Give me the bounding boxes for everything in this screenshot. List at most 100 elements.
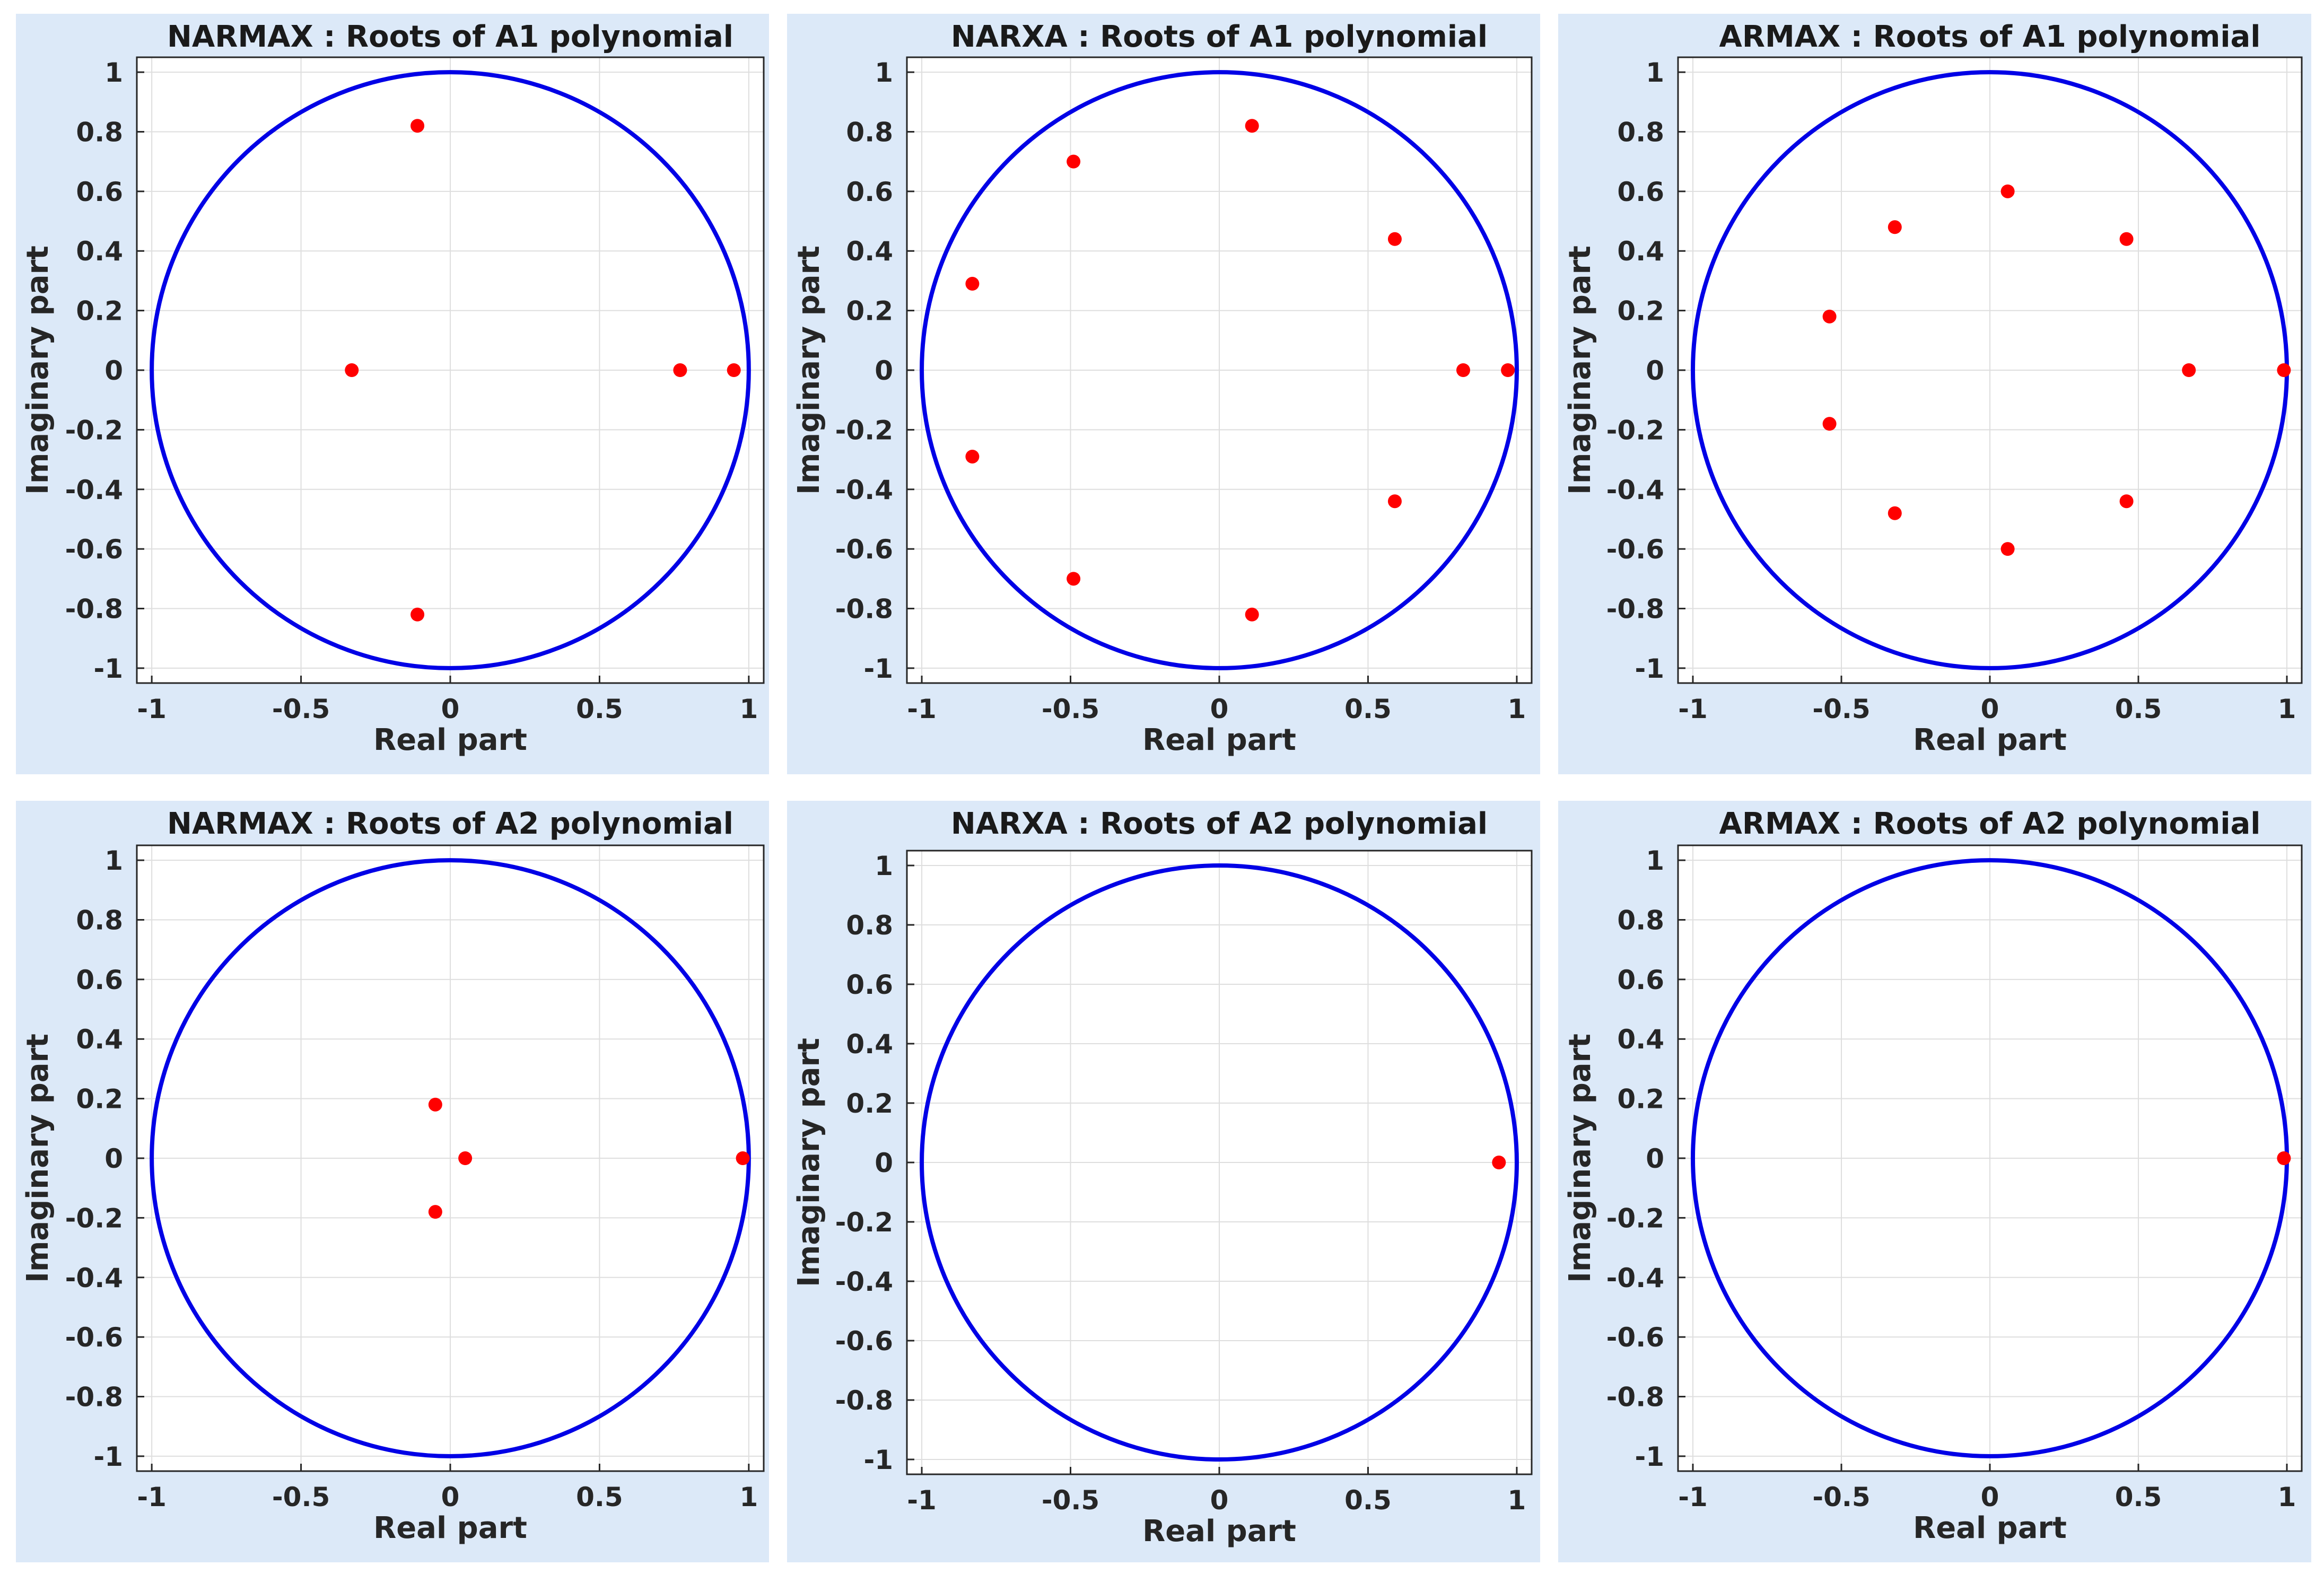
chart-svg: -1 -0.5 0 0.5 1 -1 -0.8 -0.6 -0.4 -0.2 0 0.2 0.4 0.6 0…: [792, 20, 1533, 757]
y-tick-label: -0.8: [1606, 594, 1664, 625]
y-tick-label: -1: [93, 653, 123, 684]
root-marker: [1822, 417, 1837, 431]
root-marker: [2119, 232, 2134, 246]
x-tick-label: -1: [907, 694, 937, 724]
y-tick-label: -0.6: [65, 1322, 123, 1353]
y-tick-label: -1: [1635, 1441, 1664, 1472]
chart-title: NARXA : Roots of A2 polynomial: [951, 807, 1488, 841]
y-tick-label: 0.2: [76, 1084, 123, 1115]
y-tick-label: -1: [863, 653, 893, 684]
y-tick-label: 0.8: [846, 117, 893, 147]
x-tick-label: 1: [739, 694, 758, 724]
y-tick-label: -0.8: [835, 1385, 893, 1416]
y-tick-label: -0.6: [1606, 534, 1664, 565]
chart-title: ARMAX : Roots of A2 polynomial: [1719, 807, 2260, 841]
y-tick-label: -0.2: [835, 415, 893, 445]
y-tick-label: 0: [1646, 355, 1664, 386]
y-tick-label: 0.6: [76, 965, 123, 995]
y-tick-label: 0.8: [1617, 905, 1664, 935]
y-axis-label: Imaginary part: [1563, 1034, 1597, 1283]
y-tick-label: -0.4: [1606, 1263, 1664, 1293]
root-marker: [2000, 184, 2015, 198]
y-tick-label: 0.2: [1617, 1084, 1664, 1115]
chart-title: NARXA : Roots of A1 polynomial: [951, 20, 1488, 54]
x-tick-label: 0.5: [2115, 1482, 2162, 1512]
x-tick-label: 1: [1508, 694, 1526, 724]
root-marker: [410, 607, 425, 622]
root-marker: [410, 119, 425, 133]
x-tick-label: 0: [441, 1482, 460, 1512]
x-tick-label: 0: [1981, 694, 1999, 724]
y-tick-label: 0.6: [1617, 177, 1664, 207]
y-tick-label: -0.4: [65, 475, 123, 505]
y-tick-label: 0: [1646, 1143, 1664, 1174]
root-marker: [2182, 363, 2196, 377]
root-marker: [1888, 506, 1902, 520]
y-tick-label: 1: [875, 57, 893, 88]
y-tick-label: 0.6: [1617, 965, 1664, 995]
y-tick-label: -1: [1635, 653, 1664, 684]
y-tick-label: 0.8: [846, 910, 893, 941]
x-tick-label: 0: [1981, 1482, 1999, 1512]
chart-panel: -1 -0.5 0 0.5 1 -1 -0.8 -0.6 -0.4 -0.2 0 0.2 0.4 0.6 0…: [1558, 801, 2311, 1562]
x-tick-label: 1: [2278, 694, 2296, 724]
x-axis-label: Real part: [373, 723, 527, 757]
x-tick-label: -0.5: [1812, 1482, 1870, 1512]
x-tick-label: -0.5: [1042, 694, 1099, 724]
y-tick-label: -0.8: [835, 594, 893, 625]
root-marker: [965, 277, 980, 291]
y-axis-label: Imaginary part: [792, 1038, 826, 1287]
root-marker: [2277, 363, 2291, 377]
y-tick-label: 0: [875, 355, 893, 386]
y-tick-label: 0.4: [846, 1029, 893, 1060]
y-tick-label: 0: [104, 1143, 123, 1174]
root-marker: [1067, 154, 1081, 169]
y-tick-label: 0.2: [846, 296, 893, 327]
chart-title: NARMAX : Roots of A1 polynomial: [167, 20, 733, 54]
y-tick-label: 0.6: [846, 177, 893, 207]
root-marker: [1492, 1156, 1506, 1169]
unit-circle: [150, 70, 751, 670]
chart-panel: -1 -0.5 0 0.5 1 -1 -0.8 -0.6 -0.4 -0.2 0 0.2 0.4 0.6 0…: [16, 801, 769, 1562]
x-tick-label: 0.5: [576, 1482, 623, 1512]
x-axis-label: Real part: [1142, 723, 1296, 757]
y-tick-label: -0.8: [65, 594, 123, 625]
root-marker: [1456, 363, 1470, 377]
y-axis-label: Imaginary part: [21, 246, 55, 495]
y-tick-label: -0.6: [1606, 1322, 1664, 1353]
x-tick-label: -1: [137, 1482, 167, 1512]
chart-panel: -1 -0.5 0 0.5 1 -1 -0.8 -0.6 -0.4 -0.2 0 0.2 0.4 0.6 0…: [787, 14, 1540, 774]
y-tick-label: 0.4: [76, 1024, 123, 1055]
root-marker: [727, 363, 741, 377]
root-marker: [1501, 363, 1515, 377]
x-axis-label: Real part: [1142, 1514, 1296, 1549]
y-tick-label: -0.8: [65, 1382, 123, 1413]
y-tick-label: -0.6: [835, 1326, 893, 1357]
y-tick-label: 0.8: [76, 117, 123, 147]
y-tick-label: 0.4: [1617, 236, 1664, 267]
x-tick-label: 0: [441, 694, 460, 724]
root-marker: [2277, 1151, 2291, 1165]
unit-circle: [920, 70, 1519, 670]
y-tick-label: -0.2: [65, 415, 123, 445]
root-marker: [1245, 607, 1259, 622]
root-marker: [965, 449, 980, 464]
unit-circle: [920, 863, 1519, 1462]
root-marker: [428, 1097, 442, 1112]
root-marker: [1888, 220, 1902, 234]
y-tick-label: -0.4: [65, 1263, 123, 1293]
root-marker: [673, 363, 687, 377]
x-axis-label: Real part: [373, 1511, 527, 1545]
x-tick-label: -1: [907, 1485, 937, 1516]
y-tick-label: 1: [1646, 57, 1664, 88]
y-tick-label: 0.2: [846, 1088, 893, 1119]
y-tick-label: 1: [1646, 845, 1664, 876]
x-tick-label: -0.5: [272, 694, 330, 724]
x-tick-label: 0.5: [2115, 694, 2162, 724]
y-tick-label: -1: [863, 1445, 893, 1475]
y-axis-label: Imaginary part: [792, 246, 826, 495]
y-tick-label: -0.2: [65, 1203, 123, 1234]
root-marker: [458, 1151, 473, 1165]
y-tick-label: 0.8: [1617, 117, 1664, 147]
y-tick-label: 1: [104, 845, 123, 876]
